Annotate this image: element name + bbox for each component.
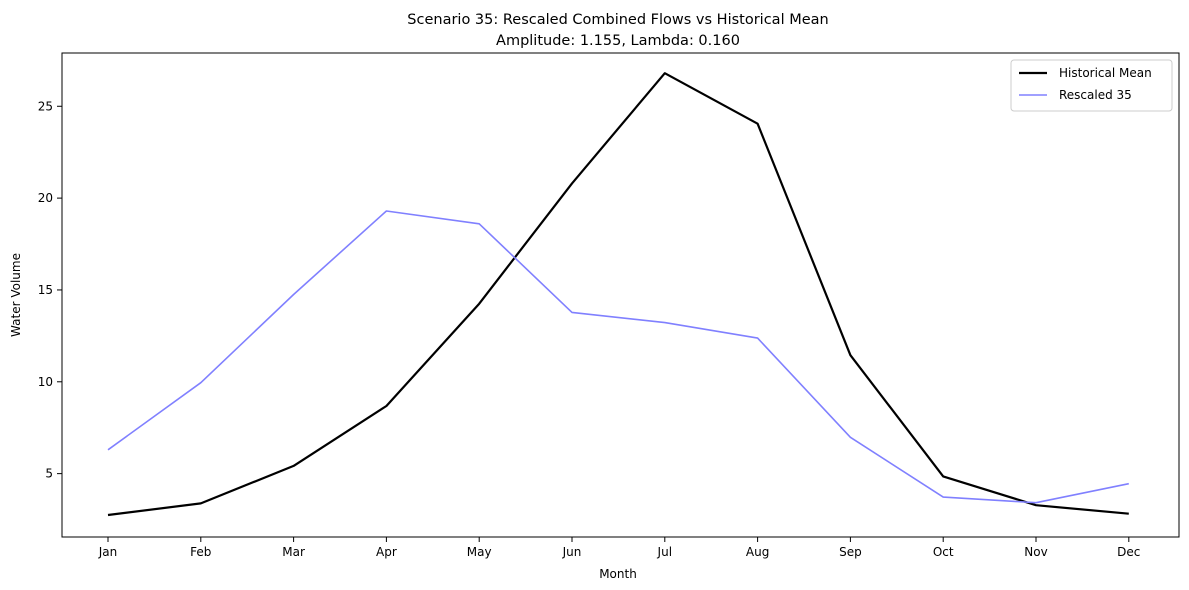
legend-label-historical-mean: Historical Mean: [1059, 66, 1152, 80]
chart-subtitle: Amplitude: 1.155, Lambda: 0.160: [496, 33, 740, 49]
x-axis-ticks: Jan Feb Mar Apr May Jun Jul Aug Sep Oct Nov Dec: [98, 537, 1140, 559]
y-axis-title: Water Volume: [9, 253, 23, 337]
legend-label-rescaled-35: Rescaled 35: [1059, 88, 1132, 102]
series-line-rescaled-35: [107, 210, 1129, 504]
series-line-historical-mean: [107, 72, 1129, 517]
x-tick-label-aug: Aug: [746, 545, 769, 559]
y-tick-label-20: 20: [38, 191, 53, 205]
y-tick-label-5: 5: [45, 467, 53, 481]
x-tick-label-jun: Jun: [562, 545, 582, 559]
x-tick-label-sep: Sep: [839, 545, 862, 559]
x-tick-label-apr: Apr: [376, 545, 397, 559]
x-tick-label-dec: Dec: [1117, 545, 1140, 559]
legend: Historical Mean Rescaled 35: [1010, 59, 1173, 112]
y-tick-label-15: 15: [38, 283, 53, 297]
series-layer: [107, 72, 1129, 517]
y-axis-ticks: 5 10 15 20 25: [38, 99, 62, 481]
x-tick-label-jul: Jul: [657, 545, 672, 559]
x-tick-label-mar: Mar: [282, 545, 305, 559]
plot-frame: [61, 52, 1180, 538]
x-tick-label-feb: Feb: [190, 545, 211, 559]
x-tick-label-may: May: [467, 545, 492, 559]
x-tick-label-nov: Nov: [1024, 545, 1047, 559]
x-tick-label-oct: Oct: [933, 545, 954, 559]
plot-area: [62, 53, 1179, 537]
x-tick-label-jan: Jan: [98, 545, 118, 559]
x-axis-title: Month: [599, 567, 637, 581]
y-tick-label-25: 25: [38, 99, 53, 113]
y-tick-label-10: 10: [38, 375, 53, 389]
chart-title: Scenario 35: Rescaled Combined Flows vs …: [407, 12, 828, 28]
legend-box: [1010, 59, 1173, 112]
